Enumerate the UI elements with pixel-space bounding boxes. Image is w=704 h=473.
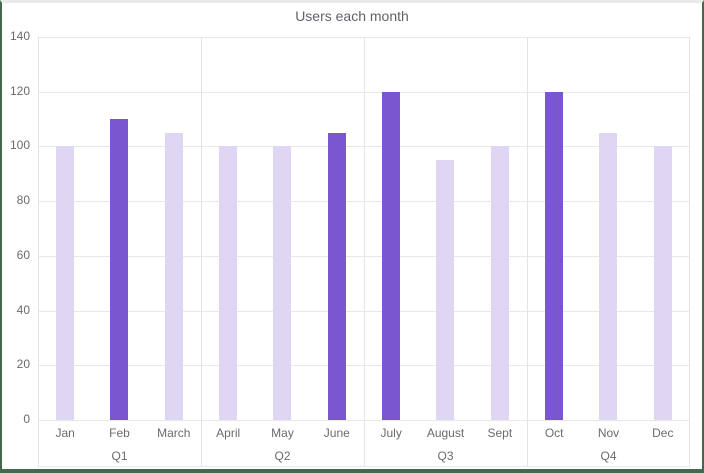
quarter-separator [38, 37, 39, 466]
y-axis-tick-label: 0 [23, 412, 30, 426]
bar-nov [599, 132, 618, 420]
months-row: April May June [201, 420, 364, 446]
month-label: April [216, 426, 241, 440]
quarter-group: April May June Q2 [201, 37, 364, 466]
bar-sept [490, 146, 509, 420]
bar-slot [255, 37, 309, 420]
bar-dec [653, 146, 672, 420]
bars-row [364, 37, 527, 420]
y-axis-tick-label: 100 [9, 138, 30, 153]
quarter-separator [689, 37, 690, 466]
month-label: May [271, 426, 294, 440]
bar-slot [364, 37, 418, 420]
bar-feb [110, 119, 129, 420]
bar-august [436, 160, 455, 420]
month-label: August [426, 426, 465, 440]
y-axis: 0 20 40 60 80 100 120 140 [2, 29, 34, 426]
quarter-label: Q3 [437, 449, 454, 463]
y-axis-tick-label: 20 [16, 357, 30, 372]
month-label: July [380, 426, 402, 440]
bar-slot [201, 37, 255, 420]
bar-july [382, 91, 401, 420]
quarter-label: Q1 [111, 449, 128, 463]
month-label: Feb [109, 426, 130, 440]
y-axis-tick-label: 120 [9, 83, 30, 98]
months-row: Oct Nov Dec [527, 420, 690, 446]
bar-slot [147, 37, 201, 420]
months-row: July August Sept [364, 420, 527, 446]
bar-slot [473, 37, 527, 420]
y-axis-tick-label: 60 [16, 247, 30, 262]
y-axis-tick-label: 40 [16, 302, 30, 317]
months-row: Jan Feb March [38, 420, 201, 446]
quarter-label: Q4 [600, 449, 617, 463]
bar-slot [418, 37, 472, 420]
bar-june [327, 132, 346, 420]
quarter-separator [201, 37, 202, 466]
month-label: Oct [544, 426, 564, 440]
month-label: Nov [597, 426, 620, 440]
bar-slot [581, 37, 635, 420]
month-label: June [323, 426, 350, 440]
bars-row [201, 37, 364, 420]
bar-april [219, 146, 238, 420]
bar-slot [38, 37, 92, 420]
bar-groups: Jan Feb March Q1 April May June Q2 July August Sep… [38, 37, 690, 466]
bar-may [273, 146, 292, 420]
y-axis-tick-label: 140 [9, 29, 30, 43]
quarter-group: Jan Feb March Q1 [38, 37, 201, 466]
quarter-group: July August Sept Q3 [364, 37, 527, 466]
bar-slot [527, 37, 581, 420]
month-label: Jan [55, 426, 75, 440]
bar-march [164, 132, 183, 420]
month-label: Sept [487, 426, 513, 440]
month-label: Dec [652, 426, 674, 440]
bar-jan [56, 146, 75, 420]
quarter-group: Oct Nov Dec Q4 [527, 37, 690, 466]
quarter-separator [364, 37, 365, 466]
chart-title: Users each month [295, 8, 409, 24]
bar-oct [545, 91, 564, 420]
bar-slot [310, 37, 364, 420]
y-axis-tick-label: 80 [16, 193, 30, 208]
month-label: March [157, 426, 191, 440]
plot-area: Jan Feb March Q1 April May June Q2 July August Sep… [38, 37, 690, 467]
bars-row [38, 37, 201, 420]
bar-slot [636, 37, 690, 420]
quarter-label: Q2 [274, 449, 291, 463]
quarter-separator [527, 37, 528, 466]
bar-slot [92, 37, 146, 420]
bars-row [527, 37, 690, 420]
